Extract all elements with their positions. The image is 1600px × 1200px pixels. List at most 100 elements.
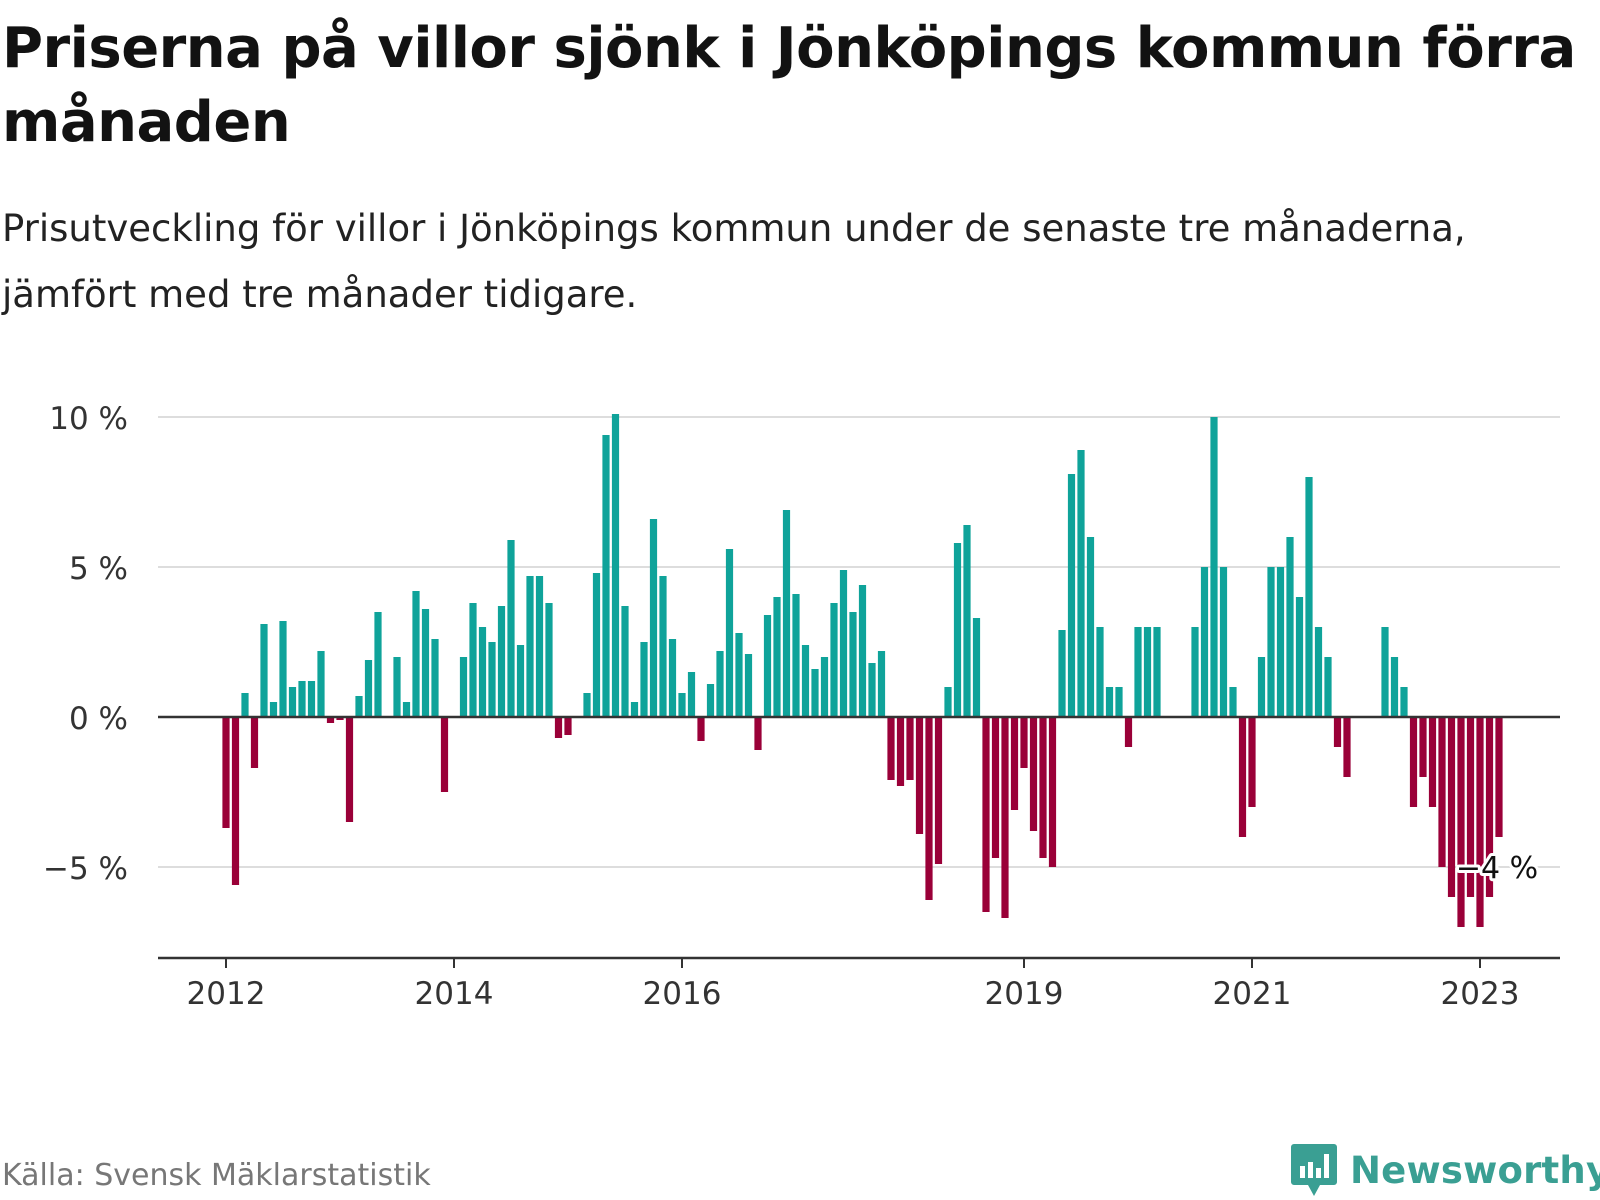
bar: [868, 663, 876, 717]
bar: [1343, 717, 1351, 777]
bar: [811, 669, 819, 717]
y-tick-label: 10 %: [49, 401, 128, 437]
bar: [687, 672, 696, 717]
bar: [1001, 717, 1009, 918]
bar: [1409, 717, 1418, 807]
bar: [1115, 687, 1123, 717]
bar: [1105, 687, 1114, 717]
bar: [317, 651, 325, 717]
y-axis-labels: 10 % 5 % 0 % −5 %: [43, 401, 128, 887]
bar: [488, 642, 496, 717]
bar: [1267, 567, 1275, 717]
bar: [1067, 474, 1076, 717]
bar: [469, 603, 477, 717]
bar: [1457, 717, 1465, 927]
bar: [887, 717, 895, 780]
bar: [640, 642, 648, 717]
bar: [849, 612, 857, 717]
bar-series: [222, 414, 1503, 927]
bar: [1086, 537, 1095, 717]
x-tick-label: 2014: [415, 976, 494, 1012]
bar: [554, 717, 563, 738]
bar: [459, 657, 468, 717]
bar: [1200, 567, 1209, 717]
brand-logo[interactable]: Newsworthy: [1290, 1140, 1600, 1200]
source-note: Källa: Svensk Mäklarstatistik: [2, 1158, 431, 1193]
brand-name: Newsworthy: [1350, 1148, 1600, 1192]
bar: [592, 573, 601, 717]
bar: [602, 435, 610, 717]
bar: [1029, 717, 1038, 831]
bar: [697, 717, 705, 741]
x-tick-label: 2023: [1441, 976, 1520, 1012]
bar: [725, 549, 734, 717]
bar: [972, 618, 981, 717]
bar: [1485, 717, 1494, 897]
bar: [364, 660, 373, 717]
bar: [944, 687, 952, 717]
bar: [288, 687, 297, 717]
bar: [279, 621, 287, 717]
bar: [345, 717, 354, 822]
bar: [1219, 567, 1228, 717]
bar: [583, 693, 591, 717]
bar: [1124, 717, 1133, 747]
bar: [820, 657, 829, 717]
bar: [611, 414, 620, 717]
bar: [1438, 717, 1446, 867]
bar: [250, 717, 259, 768]
bar: [307, 681, 316, 717]
bar: [241, 693, 249, 717]
bar: [1143, 627, 1152, 717]
bar: [535, 576, 544, 717]
bar: [630, 702, 639, 717]
bar: [763, 615, 772, 717]
y-tick-label: −5 %: [43, 851, 128, 887]
bar: [915, 717, 924, 834]
gridlines: [158, 416, 1560, 868]
bar: [1191, 627, 1199, 717]
bar: [830, 603, 838, 717]
bar: [478, 627, 487, 717]
bar: [1276, 567, 1285, 717]
bar: [1333, 717, 1342, 747]
bar: [735, 633, 743, 717]
bar: [839, 570, 848, 717]
bar: [1400, 687, 1408, 717]
chart-title: Priserna på villor sjönk i Jönköpings ko…: [2, 16, 1576, 155]
bar: [298, 681, 306, 717]
bar: [782, 510, 791, 717]
bar: [792, 594, 800, 717]
bar: [431, 639, 439, 717]
bar: [222, 717, 230, 828]
bar: [1058, 630, 1066, 717]
bar: [326, 717, 335, 723]
bar: [621, 606, 629, 717]
bar: [953, 543, 962, 717]
bar: [1257, 657, 1266, 717]
last-value-annotation: −4 %: [1453, 848, 1541, 889]
bar: [1286, 537, 1294, 717]
bar: [963, 525, 971, 717]
bar: [906, 717, 914, 780]
bar: [991, 717, 1000, 858]
bar: [269, 702, 278, 717]
bar: [336, 717, 344, 720]
bar: [773, 597, 781, 717]
bar: [402, 702, 411, 717]
bar: [1324, 657, 1332, 717]
bar: [1039, 717, 1047, 858]
bar: [1134, 627, 1142, 717]
bar: [497, 606, 506, 717]
newsworthy-logo-icon: [1291, 1144, 1337, 1196]
bar: [526, 576, 534, 717]
bar: [1390, 657, 1399, 717]
bar: [1419, 717, 1427, 777]
bar: [374, 612, 382, 717]
bar: [1495, 717, 1503, 837]
bar: [934, 717, 943, 864]
bar: [545, 603, 553, 717]
bar: [507, 540, 515, 717]
x-tick-label: 2012: [187, 976, 266, 1012]
